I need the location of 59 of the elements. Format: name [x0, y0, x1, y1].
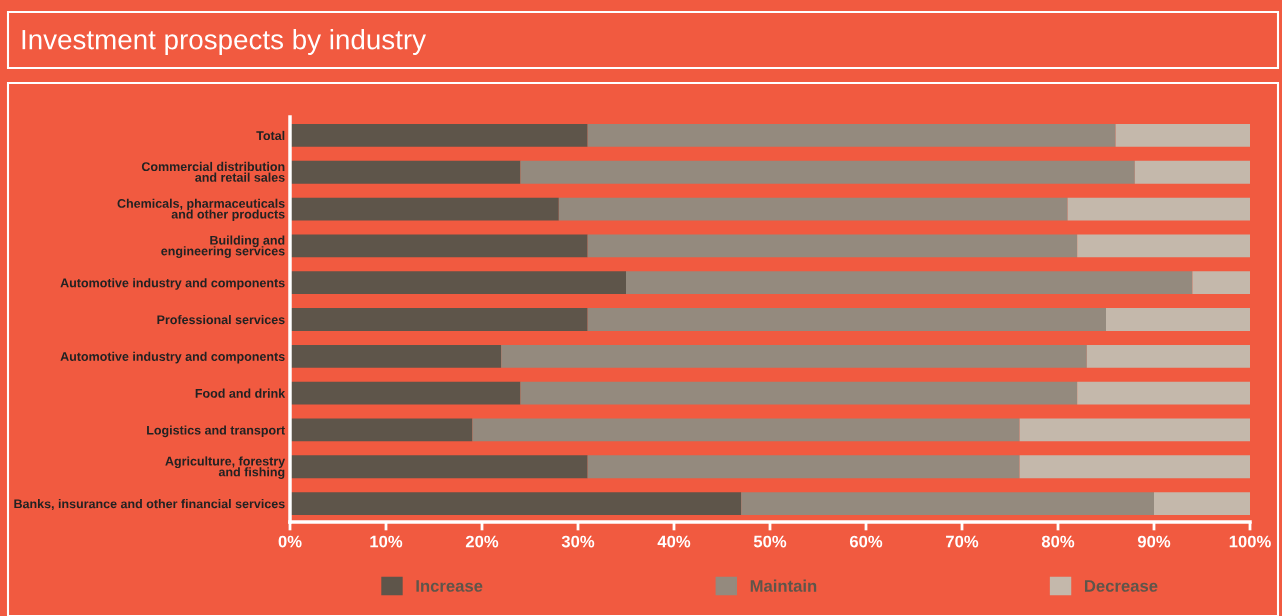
y-tick-label: Professional services — [157, 314, 285, 325]
bar — [587, 124, 1116, 147]
x-tick-label: 70% — [946, 535, 979, 548]
bar — [587, 308, 1106, 331]
legend-label: Maintain — [750, 579, 817, 592]
bar — [1106, 308, 1250, 331]
x-tick-label: 100% — [1229, 535, 1271, 548]
bar — [520, 381, 1078, 405]
bar — [290, 418, 473, 442]
bar — [1192, 271, 1250, 295]
x-tick-label: 0% — [278, 535, 302, 548]
bar — [290, 381, 521, 405]
y-tick-label: Chemicals, pharmaceuticals and other products — [117, 198, 285, 222]
bar — [472, 418, 1020, 442]
x-tick-label: 90% — [1137, 535, 1171, 548]
chart-title: Investment prospects by industry — [22, 29, 426, 55]
bar — [587, 234, 1078, 258]
bar — [1134, 160, 1250, 184]
bar — [1019, 418, 1250, 442]
y-tick-label: Commercial distribution and retail sales — [141, 161, 285, 182]
bar — [558, 197, 1068, 221]
y-tick-label: Automotive industry and components — [60, 278, 285, 290]
y-tick-label: Total — [256, 130, 285, 141]
bar — [1115, 124, 1250, 147]
y-tick-label: Banks, insurance and other financial services — [14, 499, 285, 511]
y-tick-label: Food and drink — [195, 388, 286, 398]
bar — [290, 160, 521, 184]
y-tick-label: Building and engineering services — [161, 235, 285, 258]
bar — [290, 344, 502, 368]
bar — [1086, 344, 1250, 368]
bar — [741, 492, 1154, 515]
y-tick-label: Agriculture, forestry and fishing — [165, 456, 286, 479]
bar — [290, 308, 588, 331]
bar — [520, 160, 1135, 184]
bar — [1067, 197, 1250, 221]
x-tick-label: 80% — [1041, 535, 1075, 548]
bar — [290, 197, 559, 221]
bar — [290, 124, 588, 147]
bar — [290, 271, 626, 295]
x-tick-label: 10% — [370, 535, 403, 548]
bar — [587, 455, 1020, 479]
bar — [501, 344, 1087, 368]
x-tick-label: 20% — [465, 535, 499, 548]
bar — [1077, 234, 1250, 258]
bar — [290, 234, 588, 258]
x-tick-label: 30% — [561, 535, 595, 548]
x-tick-label: 60% — [849, 535, 883, 548]
bar — [290, 492, 742, 515]
bar — [1154, 492, 1250, 515]
bar — [1077, 381, 1250, 405]
y-tick-label: Logistics and transport — [147, 425, 285, 438]
bar — [626, 271, 1193, 295]
y-tick-label: Automotive industry and components — [60, 351, 285, 364]
x-tick-label: 50% — [753, 535, 787, 548]
x-tick-label: 40% — [657, 535, 691, 548]
legend-label: Increase — [416, 580, 483, 592]
bar — [1019, 455, 1250, 479]
legend-label: Decrease — [1084, 580, 1158, 592]
bar — [290, 455, 588, 479]
